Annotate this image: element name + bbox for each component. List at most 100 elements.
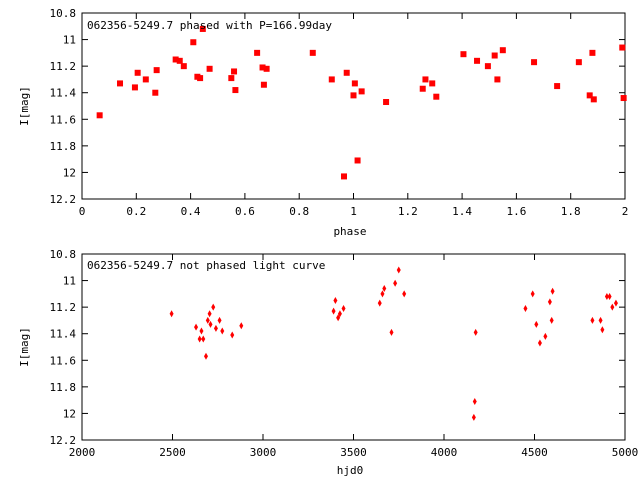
x-tick-label: 1: [350, 205, 357, 218]
data-point: [199, 327, 204, 335]
x-tick-label: 3000: [250, 446, 277, 459]
data-point: [473, 328, 478, 336]
y-tick-label: 11.2: [50, 60, 77, 73]
data-point: [351, 80, 358, 87]
x-tick-label: 2000: [69, 446, 96, 459]
y-tick-label: 11.4: [50, 328, 77, 341]
data-point: [220, 327, 225, 335]
data-point: [491, 52, 498, 59]
data-point: [142, 76, 149, 83]
data-point: [494, 76, 501, 83]
x-tick-labels: 0 0.2 0.4 0.6 0.8 1 1.2 1.4 1.6 1.8 2: [79, 205, 629, 218]
data-point: [604, 293, 609, 301]
data-point: [228, 75, 235, 82]
data-point: [201, 335, 206, 343]
data-point: [341, 304, 346, 312]
data-point: [180, 63, 187, 70]
data-point: [598, 316, 603, 324]
data-points: [96, 25, 627, 180]
x-tick-label: 1.6: [506, 205, 526, 218]
data-point: [590, 316, 595, 324]
x-tick-label: 5000: [612, 446, 639, 459]
data-point: [393, 279, 398, 287]
data-point: [383, 99, 390, 106]
data-point: [239, 322, 244, 330]
x-tick-label: 0: [79, 205, 86, 218]
data-point: [543, 332, 548, 340]
data-point: [354, 157, 361, 164]
data-point: [96, 112, 103, 119]
data-point: [333, 297, 338, 304]
y-tick-label: 11: [63, 275, 76, 288]
data-point: [208, 320, 213, 328]
phased-light-curve-chart: 0 0.2 0.4 0.6 0.8 1 1.2 1.4 1.6 1.8 2 10.81111.211…: [18, 7, 628, 238]
data-point: [337, 310, 342, 318]
data-point: [336, 314, 341, 322]
data-point: [547, 298, 552, 306]
data-point: [194, 323, 199, 331]
plot-frame: [81, 253, 626, 441]
data-point: [169, 310, 174, 318]
y-tick-label: 12: [63, 407, 76, 420]
y-axis-label: I[mag]: [18, 327, 31, 367]
x-axis-label: phase: [333, 225, 366, 238]
data-point: [172, 56, 179, 63]
data-point: [331, 307, 336, 315]
data-point: [117, 80, 124, 87]
data-point: [419, 85, 426, 92]
data-point: [206, 65, 213, 72]
data-point: [232, 87, 239, 94]
x-tick-label: 2500: [159, 446, 186, 459]
x-tick-labels: 2000 2500 3000 3500 4000 4500 5000: [69, 446, 639, 459]
data-point: [433, 93, 440, 100]
data-point: [231, 68, 238, 75]
data-point: [484, 63, 491, 70]
data-point: [260, 81, 267, 88]
y-axis-label: I[mag]: [18, 86, 31, 126]
x-axis-label: hjd0: [337, 464, 364, 477]
data-point: [207, 310, 212, 318]
data-point: [254, 49, 261, 56]
data-point: [213, 324, 218, 332]
x-tick-label: 0.2: [126, 205, 146, 218]
data-point: [460, 51, 467, 58]
data-point: [523, 304, 528, 312]
data-point: [396, 266, 401, 274]
data-point: [610, 303, 615, 311]
data-point: [382, 285, 387, 293]
data-point: [153, 67, 160, 74]
data-point: [199, 25, 206, 32]
data-point: [607, 293, 612, 301]
data-point: [328, 76, 335, 83]
y-tick-label: 12.2: [50, 434, 77, 447]
x-tick-label: 2: [622, 205, 629, 218]
data-point: [377, 299, 382, 307]
x-tick-label: 0.8: [289, 205, 309, 218]
data-point: [131, 84, 138, 91]
data-point: [343, 69, 350, 76]
data-point: [309, 49, 316, 56]
x-tick-label: 3500: [340, 446, 367, 459]
y-tick-label: 11.6: [50, 354, 77, 367]
data-point: [554, 83, 561, 90]
data-point: [263, 65, 270, 72]
y-tick-labels: 10.8 11 11.2 11.4 11.6 11.8 12 12.2: [50, 248, 77, 447]
data-point: [613, 299, 618, 307]
y-tick-label: 11.8: [50, 140, 77, 153]
y-tick-label: 11: [63, 34, 76, 47]
data-point: [472, 397, 477, 405]
x-tick-label: 0.4: [181, 205, 201, 218]
data-point: [380, 290, 385, 298]
x-tick-label: 1.4: [452, 205, 472, 218]
data-point: [474, 57, 481, 64]
data-point: [589, 49, 596, 56]
y-tick-label: 12: [63, 166, 76, 179]
x-tick-label: 1.8: [561, 205, 581, 218]
data-point: [217, 316, 222, 324]
data-point: [350, 92, 357, 99]
unphased-light-curve-chart: 2000 2500 3000 3500 4000 4500 5000 10.81111.21…: [18, 248, 638, 477]
data-point: [197, 75, 204, 82]
data-point: [534, 320, 539, 328]
y-tick-label: 11.4: [50, 87, 77, 100]
y-tick-label: 10.8: [50, 248, 77, 261]
